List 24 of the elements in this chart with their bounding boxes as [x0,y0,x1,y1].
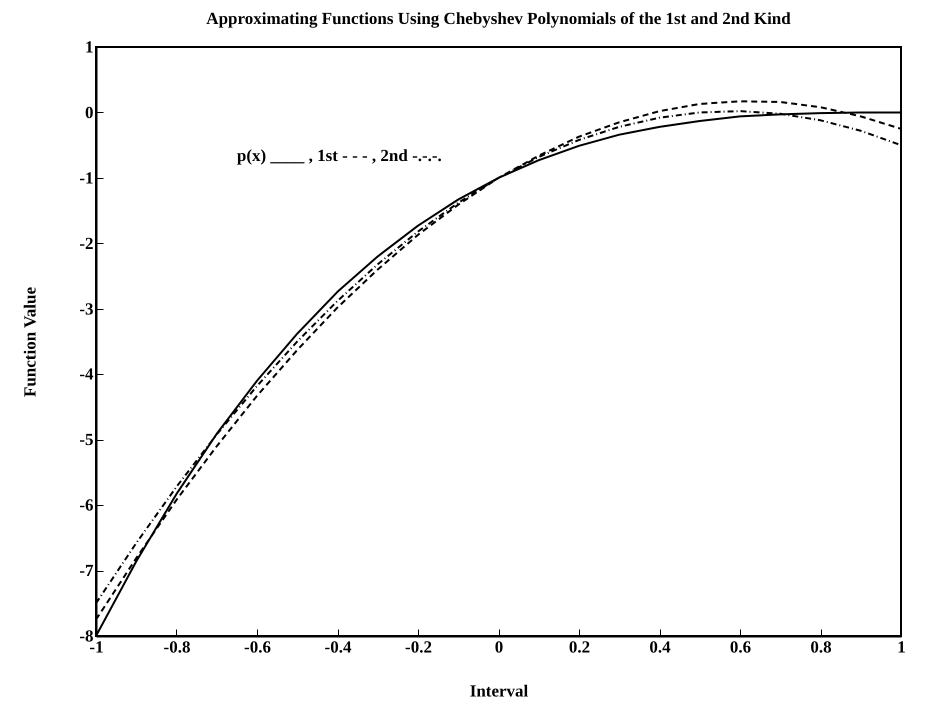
y-tick-label: -5 [79,430,94,450]
y-axis-title: Function Value [20,286,40,398]
x-tick-label: 0 [494,638,504,656]
x-tick-label: 0.8 [810,638,832,656]
y-tick-label: -3 [79,299,94,318]
x-tick-label: -0.6 [244,638,271,656]
y-tick-label: 1 [85,38,94,56]
y-tick-label: -4 [79,364,94,384]
x-tick-label: -0.4 [324,638,352,656]
x-tick-label: 0.4 [649,638,672,656]
y-tick-label: -7 [79,561,94,580]
x-tick-label: -0.8 [164,638,190,656]
y-tick-label: -1 [79,168,94,188]
annotation: p(x) ____ , 1st - - - , 2nd -.-.-. [236,146,442,165]
x-tick-label: 1 [897,638,906,656]
y-tick-label: 0 [85,102,94,122]
y-tick-label: -6 [79,496,94,515]
x-tick-label: 0.6 [730,638,752,656]
chart-title: Approximating Functions Using Chebyshev Polynomials of the 1st and 2nd Kind [206,9,792,28]
x-tick-label: 0.2 [568,638,590,656]
y-tick-label: -8 [79,626,94,646]
x-tick-label: -0.2 [405,638,432,656]
x-axis-title: Interval [470,682,529,700]
y-tick-label: -2 [79,234,94,253]
